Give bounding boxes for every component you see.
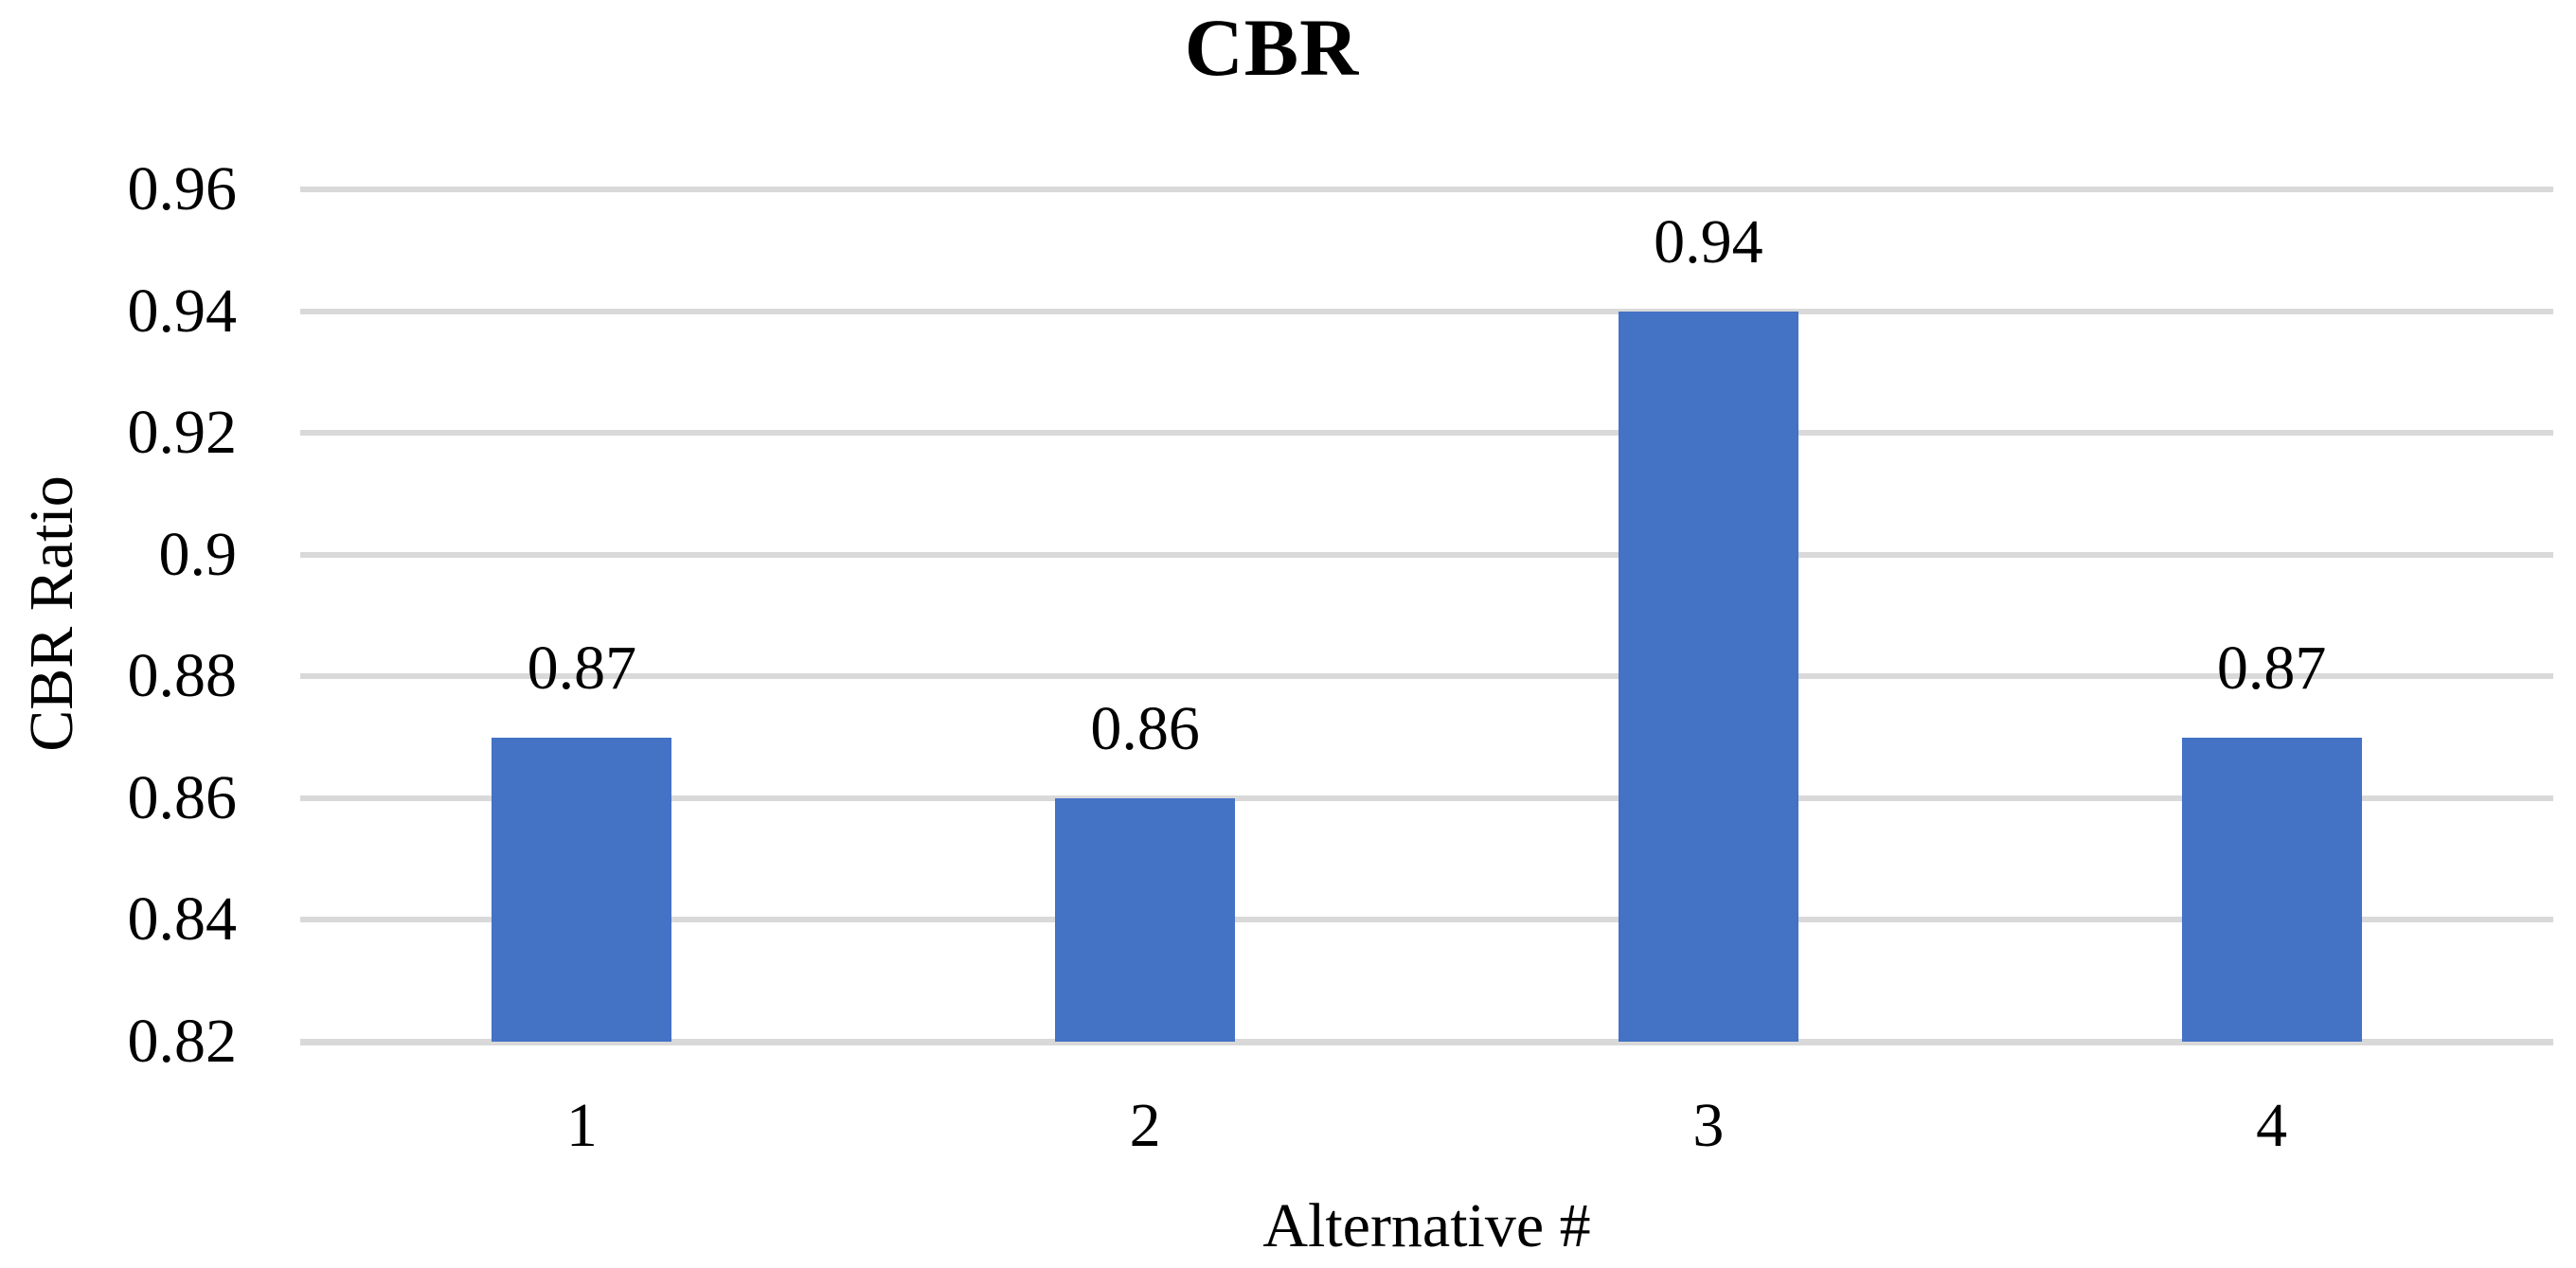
- gridline: [300, 795, 2553, 801]
- x-tick-label: 4: [2256, 1091, 2288, 1160]
- y-tick-label: 0.94: [127, 276, 238, 346]
- x-axis-tick-labels: 1 2 3 4: [300, 1089, 2553, 1163]
- chart-title: CBR: [1184, 2, 1360, 93]
- bar-data-label: 0.87: [2216, 633, 2327, 703]
- y-tick-label: 0.92: [127, 398, 238, 468]
- x-tick-label: 1: [565, 1091, 598, 1160]
- y-tick-label: 0.86: [127, 762, 238, 832]
- gridline: [300, 673, 2553, 680]
- plot-area: 0.87 0.86 0.94 0.87: [300, 187, 2553, 1045]
- x-axis-line: [300, 1039, 2553, 1045]
- bar-data-label: 0.86: [1090, 693, 1200, 763]
- bar-data-label: 0.87: [527, 633, 637, 703]
- y-tick-label: 0.84: [127, 884, 238, 955]
- x-tick-label: 2: [1129, 1091, 1161, 1160]
- y-axis-tick-labels: 0.96 0.94 0.92 0.9 0.88 0.86 0.84 0.82: [0, 158, 238, 1073]
- y-tick-label: 0.82: [127, 1007, 238, 1076]
- bar: [1618, 311, 1798, 1042]
- y-tick-label: 0.96: [127, 154, 238, 223]
- x-tick-label: 3: [1692, 1091, 1725, 1160]
- x-axis-title: Alternative #: [1262, 1191, 1591, 1260]
- y-tick-label: 0.88: [127, 641, 238, 711]
- gridline: [300, 187, 2553, 192]
- bar: [1055, 797, 1236, 1042]
- y-tick-label: 0.9: [158, 519, 238, 589]
- gridline: [300, 551, 2553, 558]
- bar-data-label: 0.94: [1654, 206, 1763, 277]
- gridline: [300, 430, 2553, 437]
- gridline: [300, 917, 2553, 923]
- gridline: [300, 308, 2553, 314]
- bar: [2181, 737, 2362, 1042]
- bar: [492, 737, 672, 1042]
